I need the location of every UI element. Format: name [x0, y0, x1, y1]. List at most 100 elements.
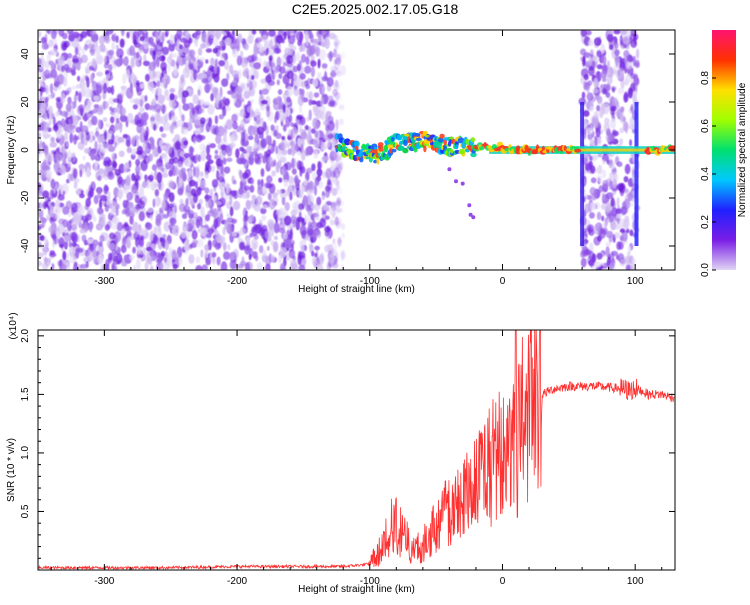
noise-speck	[329, 217, 333, 226]
noise-speck	[104, 130, 108, 141]
signal-blob	[368, 145, 372, 150]
noise-speck	[49, 189, 54, 200]
noise-speck	[624, 215, 630, 223]
noise-speck	[230, 251, 238, 261]
noise-speck	[108, 200, 117, 209]
noise-speck	[623, 176, 629, 183]
noise-speck	[609, 171, 617, 181]
noise-speck	[190, 200, 195, 206]
noise-speck	[285, 116, 291, 128]
noise-speck	[139, 36, 145, 42]
noise-speck	[103, 82, 108, 94]
noise-speck	[199, 57, 206, 62]
noise-speck	[276, 56, 282, 68]
signal-band-core	[489, 148, 675, 152]
noise-speck	[210, 125, 217, 135]
noise-speck	[210, 165, 216, 173]
noise-speck	[320, 96, 324, 107]
noise-speck	[136, 89, 142, 96]
noise-speck	[296, 160, 302, 171]
noise-speck	[185, 198, 189, 207]
noise-speck	[195, 218, 201, 229]
x-axis-label: Height of straight line (km)	[298, 284, 415, 295]
noise-speck	[286, 86, 294, 96]
noise-speck	[288, 248, 296, 259]
noise-speck	[328, 32, 336, 40]
noise-speck	[188, 213, 194, 219]
noise-speck	[315, 210, 320, 221]
noise-speck	[76, 189, 80, 196]
noise-speck	[596, 96, 602, 103]
noise-speck	[140, 228, 147, 237]
noise-speck	[321, 195, 325, 201]
noise-speck	[309, 189, 315, 194]
noise-speck	[95, 131, 101, 139]
signal-blob	[398, 145, 405, 151]
noise-speck	[600, 43, 604, 49]
signal-blob	[457, 137, 465, 144]
noise-speck	[334, 57, 342, 65]
noise-speck	[126, 226, 133, 231]
noise-speck	[143, 30, 147, 34]
noise-speck	[199, 180, 207, 189]
noise-speck	[587, 55, 593, 66]
noise-speck	[261, 88, 269, 95]
noise-speck	[114, 141, 117, 148]
noise-speck	[161, 199, 166, 211]
noise-speck	[86, 166, 91, 179]
noise-speck	[122, 56, 129, 66]
noise-speck	[614, 41, 619, 50]
noise-speck	[148, 61, 156, 71]
noise-speck	[281, 149, 288, 156]
noise-speck	[110, 116, 115, 124]
noise-speck	[602, 159, 606, 165]
noise-speck	[338, 118, 344, 126]
noise-speck	[218, 114, 224, 120]
noise-speck	[328, 50, 333, 62]
noise-speck	[160, 167, 165, 173]
noise-speck	[152, 49, 157, 56]
noise-speck	[134, 60, 140, 67]
noise-speck	[176, 55, 181, 64]
noise-speck	[231, 48, 239, 58]
noise-speck	[294, 174, 299, 186]
noise-speck	[251, 227, 258, 237]
noise-speck	[300, 53, 307, 63]
noise-speck	[90, 48, 95, 56]
noise-speck	[272, 192, 278, 199]
noise-speck	[182, 103, 190, 111]
noise-speck	[335, 207, 344, 213]
noise-speck	[139, 30, 143, 35]
noise-speck	[117, 136, 125, 143]
noise-speck	[204, 195, 212, 200]
noise-speck	[168, 181, 176, 189]
noise-speck	[71, 242, 77, 248]
noise-speck	[237, 158, 244, 165]
noise-speck	[329, 99, 336, 107]
noise-speck	[255, 254, 259, 262]
noise-speck	[54, 199, 60, 210]
noise-speck	[94, 140, 98, 152]
noise-speck	[611, 183, 617, 189]
noise-speck	[251, 126, 258, 136]
noise-speck	[116, 221, 123, 232]
noise-speck	[587, 259, 596, 267]
noise-speck	[218, 176, 225, 183]
noise-speck	[287, 70, 294, 80]
y-tick-label: -40	[20, 238, 31, 253]
noise-speck	[611, 97, 619, 107]
noise-speck	[97, 119, 101, 129]
noise-speck	[161, 173, 169, 178]
noise-speck	[161, 31, 165, 42]
noise-speck	[180, 74, 185, 84]
noise-speck	[239, 181, 244, 189]
noise-speck	[73, 261, 78, 266]
noise-speck	[602, 55, 607, 66]
noise-speck	[306, 116, 310, 122]
noise-speck	[77, 51, 81, 58]
noise-speck	[273, 69, 277, 78]
noise-speck	[581, 91, 586, 100]
noise-speck	[40, 209, 44, 215]
noise-speck	[50, 205, 54, 211]
noise-speck	[339, 65, 347, 76]
